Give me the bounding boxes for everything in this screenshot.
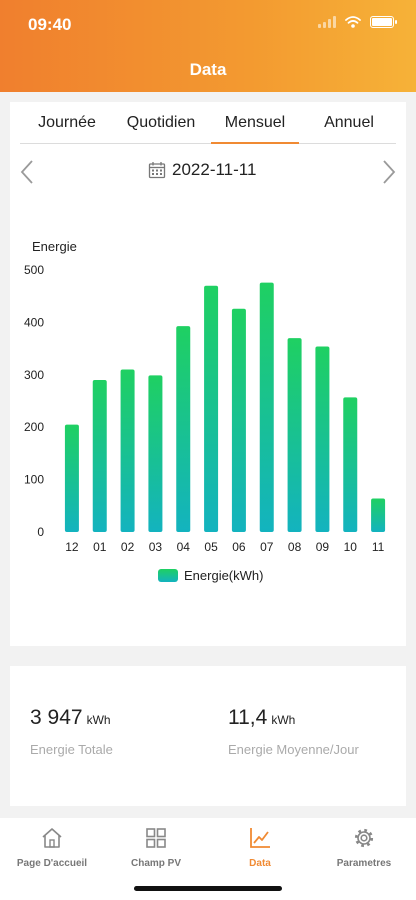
- page-title: Data: [189, 60, 227, 79]
- signal-icon: [318, 16, 336, 28]
- y-tick-label: 500: [24, 263, 44, 277]
- calendar-icon: [148, 162, 166, 179]
- y-tick-label: 200: [24, 420, 44, 434]
- energy-bar-chart: Energie 0 100 200 300 400 500 12 01 02 03 04 05 06 0…: [24, 239, 386, 552]
- legend-swatch: [158, 569, 178, 582]
- y-tick-label: 300: [24, 368, 44, 382]
- chart-bar[interactable]: [176, 326, 191, 532]
- x-tick-label: 12: [65, 540, 79, 552]
- chart-bar[interactable]: [315, 346, 330, 532]
- x-tick-label: 05: [204, 540, 218, 552]
- total-energy-value: 3 947: [30, 706, 83, 729]
- tab-annuel[interactable]: Annuel: [324, 114, 374, 131]
- total-energy-unit: kWh: [86, 713, 111, 727]
- tab-journee[interactable]: Journée: [38, 114, 96, 131]
- chart-bar[interactable]: [259, 282, 274, 532]
- x-tick-label: 04: [177, 540, 191, 552]
- average-energy-value: 11,4: [228, 706, 268, 729]
- average-energy-stat: 11,4 kWh Energie Moyenne/Jour: [228, 706, 359, 757]
- y-tick-label: 100: [24, 473, 44, 487]
- date-picker[interactable]: 2022-11-11: [148, 160, 256, 180]
- y-axis-label: Energie: [32, 239, 77, 254]
- x-tick-label: 10: [344, 540, 358, 552]
- x-tick-label: 03: [149, 540, 163, 552]
- nav-home-label: Page D'accueil: [16, 858, 88, 869]
- nav-parametres-label: Parametres: [336, 858, 392, 869]
- chart-card: Journée Quotidien Mensuel Annuel 2022-11…: [10, 102, 406, 646]
- date-selector: 2022-11-11: [10, 154, 406, 190]
- y-tick-label: 400: [24, 315, 44, 329]
- gear-icon: [354, 828, 374, 848]
- x-tick-label: 02: [121, 540, 135, 552]
- wifi-icon: [345, 16, 361, 28]
- nav-home[interactable]: Page D'accueil: [0, 818, 104, 900]
- home-indicator: [134, 886, 282, 891]
- home-icon: [42, 828, 62, 848]
- x-tick-label: 09: [316, 540, 330, 552]
- grid-icon: [146, 828, 166, 848]
- nav-data-label: Data: [249, 858, 271, 869]
- tab-quotidien[interactable]: Quotidien: [126, 114, 196, 131]
- tab-mensuel[interactable]: Mensuel: [208, 102, 302, 144]
- x-tick-label: 01: [93, 540, 107, 552]
- chart-bar[interactable]: [92, 380, 107, 532]
- x-tick-label: 07: [260, 540, 274, 552]
- total-energy-label: Energie Totale: [30, 742, 113, 757]
- status-time: 09:40: [28, 15, 72, 34]
- chart-bar[interactable]: [231, 308, 246, 532]
- status-icons: [318, 16, 397, 28]
- chevron-right-icon[interactable]: [374, 158, 402, 186]
- date-value: 2022-11-11: [172, 160, 257, 179]
- chart-bar[interactable]: [148, 375, 163, 532]
- chevron-left-icon[interactable]: [14, 158, 42, 186]
- battery-icon: [370, 16, 397, 28]
- chart-bar[interactable]: [343, 397, 358, 532]
- x-tick-label: 06: [232, 540, 246, 552]
- nav-data[interactable]: Data: [208, 818, 312, 900]
- chart-bar[interactable]: [204, 285, 219, 532]
- total-energy-stat: 3 947 kWh Energie Totale: [30, 706, 113, 757]
- legend-label: Energie(kWh): [184, 568, 264, 583]
- period-tabs: Journée Quotidien Mensuel Annuel: [20, 102, 396, 144]
- x-tick-label: 08: [288, 540, 302, 552]
- nav-champ-pv[interactable]: Champ PV: [104, 818, 208, 900]
- chart-legend[interactable]: Energie(kWh): [158, 568, 263, 583]
- nav-champ-pv-label: Champ PV: [130, 858, 181, 869]
- stats-card: 3 947 kWh Energie Totale 11,4 kWh Energie …: [10, 666, 406, 806]
- average-energy-label: Energie Moyenne/Jour: [228, 742, 359, 757]
- chart-icon: [250, 828, 270, 848]
- chart-bar[interactable]: [64, 424, 79, 532]
- app-header: 09:40 Data: [0, 0, 416, 92]
- chart-bar[interactable]: [287, 338, 302, 532]
- average-energy-unit: kWh: [271, 713, 296, 727]
- chart-bar[interactable]: [371, 498, 386, 532]
- x-tick-label: 11: [372, 540, 385, 552]
- nav-parametres[interactable]: Parametres: [312, 818, 416, 900]
- y-tick-label: 0: [37, 525, 44, 539]
- chart-bar[interactable]: [120, 369, 135, 532]
